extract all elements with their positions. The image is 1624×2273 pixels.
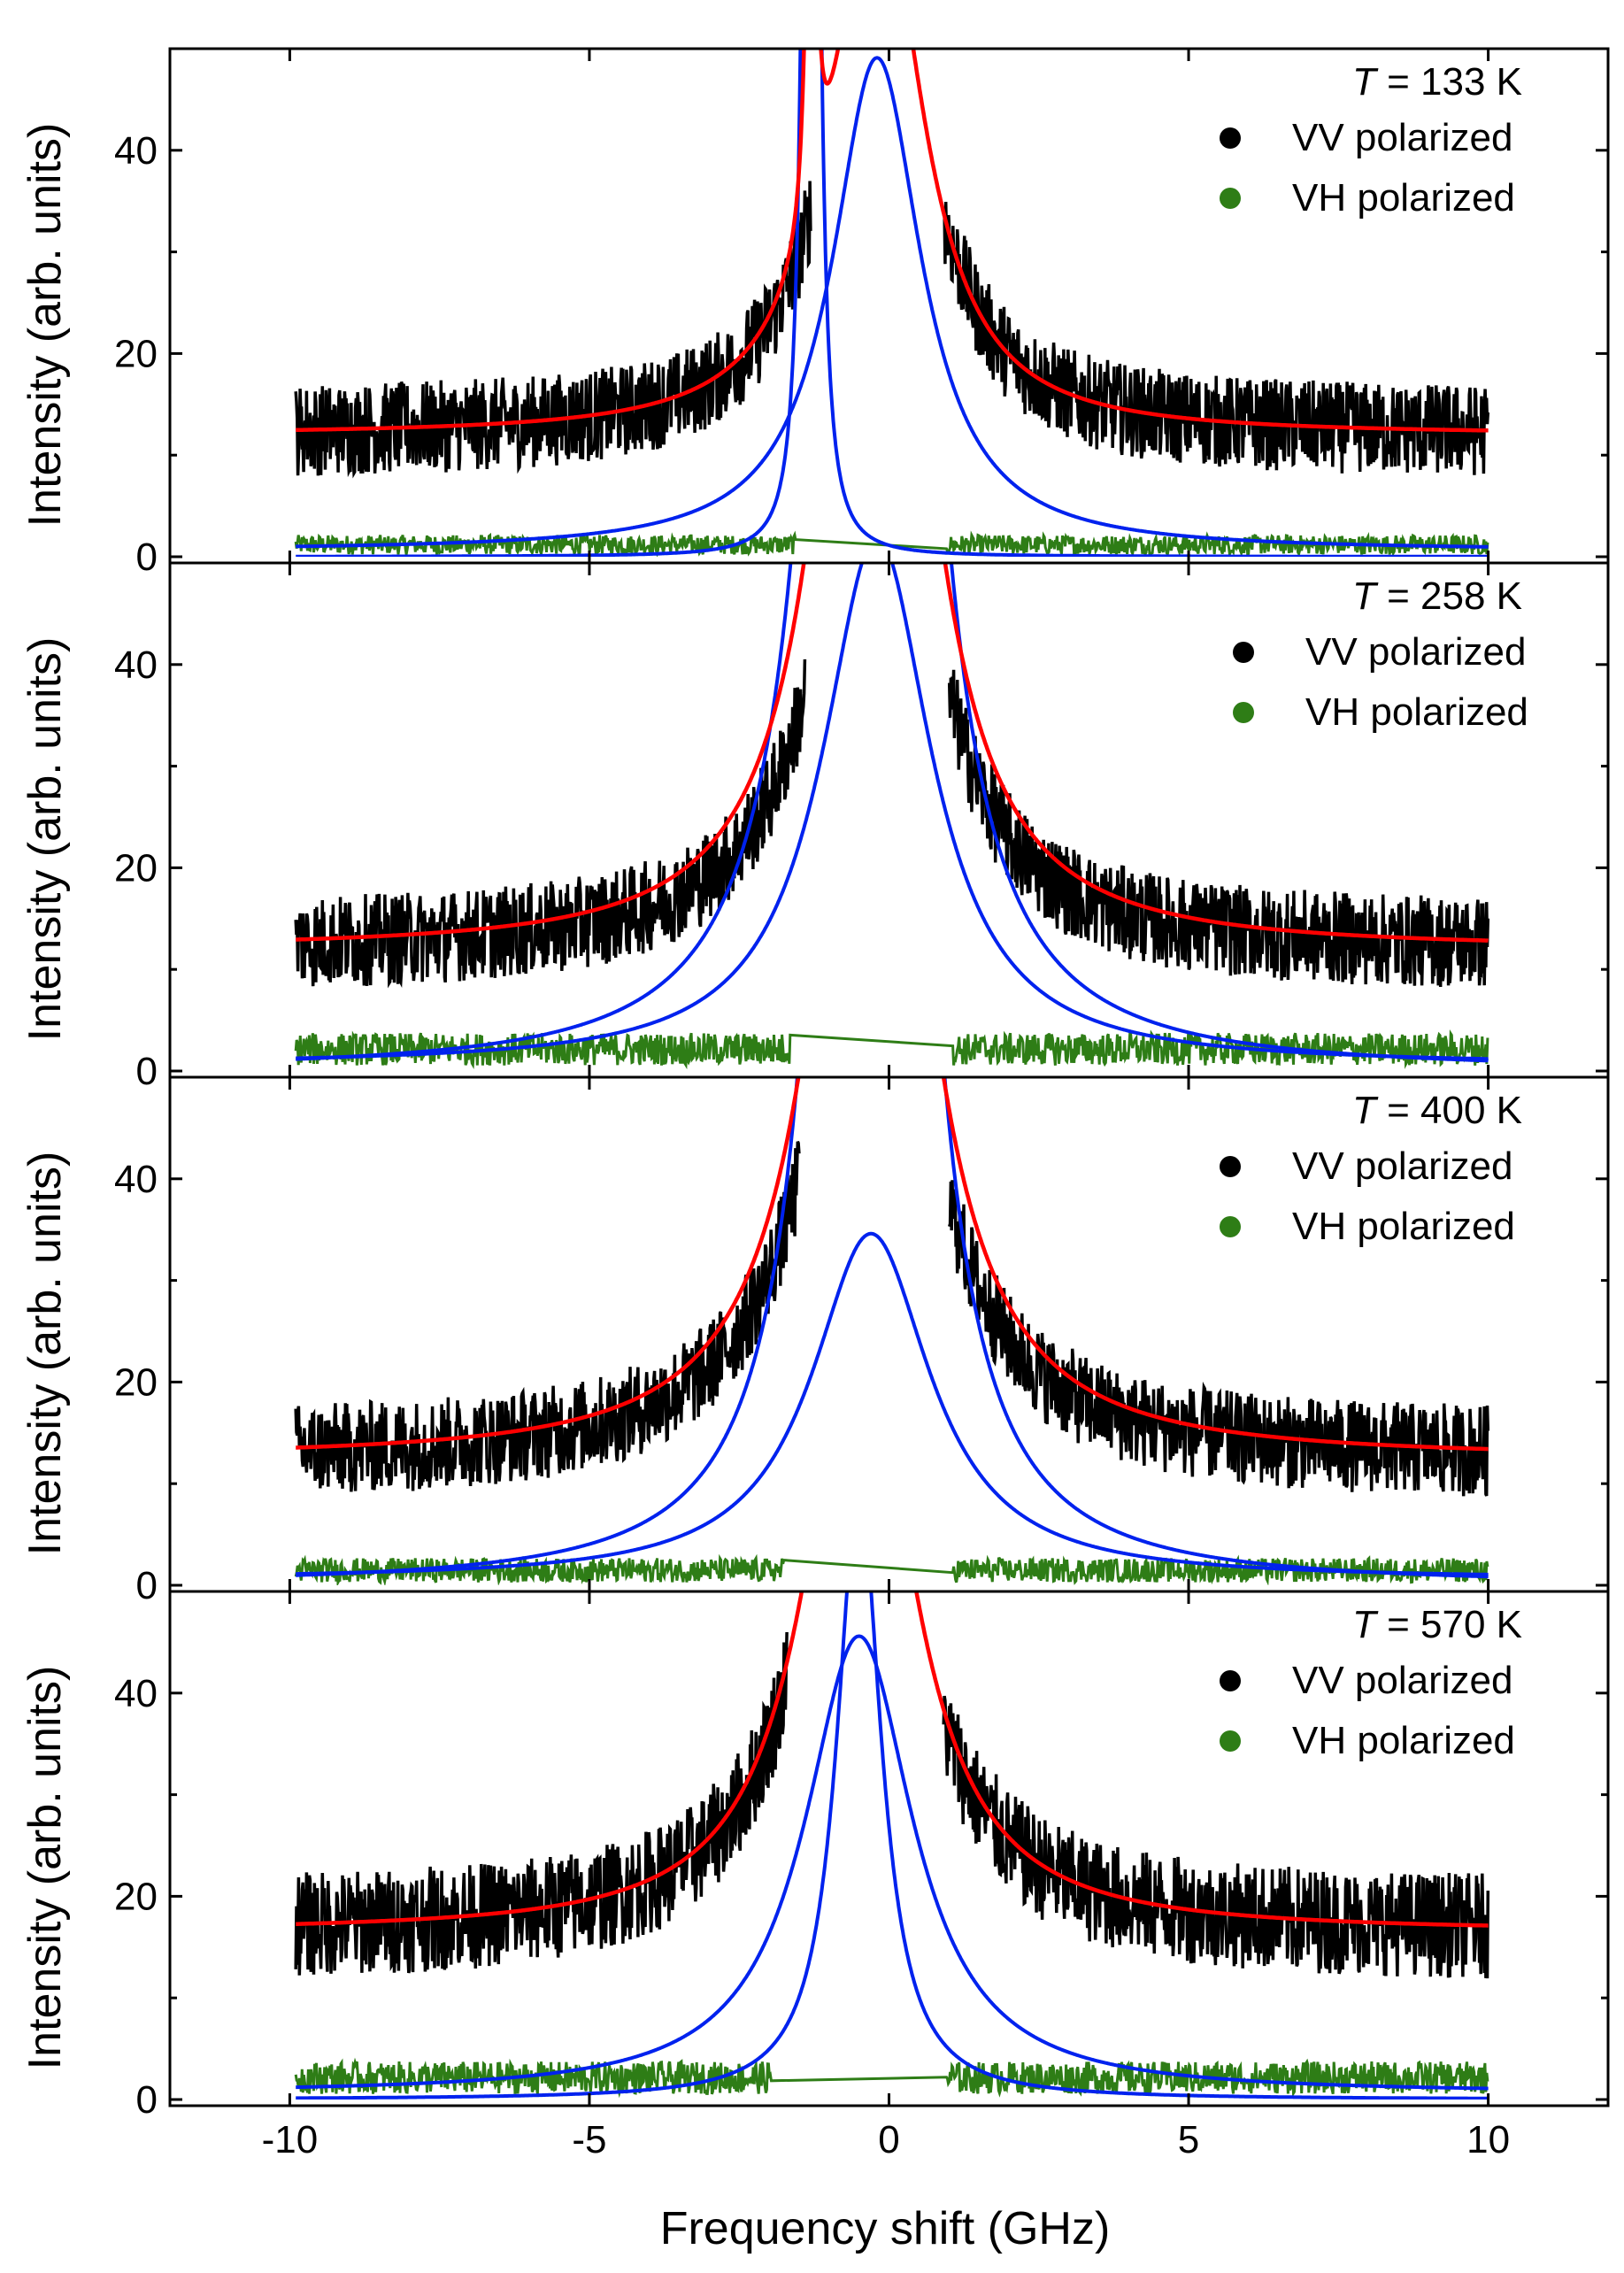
- total-fit-line: [296, 563, 1489, 943]
- vh-data-series: [294, 1029, 1489, 1070]
- component-fit-2: [296, 1591, 1489, 2100]
- component-fit-1: [296, 1231, 1489, 1576]
- legend-marker-vh: [1233, 702, 1254, 723]
- vh-data-series: [294, 1553, 1489, 1585]
- panel-4: 0 20 40 T = 570 K VV polarized VH polarized: [114, 1590, 1610, 2122]
- legend-label-vv: VV polarized: [1292, 1144, 1512, 1188]
- panel-1: 0 20 40 T = 133 K VV polarized VH polarized: [114, 47, 1610, 579]
- component-fit-1: [295, 56, 1489, 549]
- x-tick-label: -5: [572, 2118, 606, 2161]
- temperature-symbol: T: [1352, 574, 1379, 618]
- legend-label-vv: VV polarized: [1292, 1659, 1512, 1702]
- total-fit-line: [296, 1591, 1489, 1928]
- y-tick-label: 40: [114, 129, 158, 173]
- x-tick-label: 5: [1178, 2118, 1199, 2161]
- legend-label-vh: VH polarized: [1292, 176, 1515, 220]
- y-tick-label: 20: [114, 332, 158, 375]
- x-tick-labels: -10 -5 0 5 10: [262, 2118, 1510, 2161]
- vv-data-series: [294, 1141, 1490, 1497]
- legend-label-vh: VH polarized: [1305, 690, 1528, 734]
- panel-plot-area: [294, 1591, 1490, 2100]
- legend-label-vv: VV polarized: [1305, 630, 1526, 674]
- y-tick-label: 20: [114, 1875, 158, 1918]
- legend-label-vh: VH polarized: [1292, 1205, 1515, 1248]
- panels-group: 0 20 40 T = 133 K VV polarized VH polarized 0 2…: [114, 47, 1610, 2122]
- legend-marker-vh: [1220, 1216, 1241, 1237]
- vh-data-series: [294, 530, 1489, 557]
- panel-plot-area: [294, 49, 1490, 557]
- temperature-label: T = 133 K: [1352, 60, 1522, 104]
- panel-3: 0 20 40 T = 400 K VV polarized VH polarized: [114, 1075, 1610, 1607]
- temperature-value: = 400 K: [1376, 1089, 1522, 1132]
- y-tick-label: 0: [136, 1564, 158, 1607]
- temperature-value: = 570 K: [1376, 1603, 1522, 1646]
- vv-data-series: [294, 659, 1490, 989]
- x-axis-title: Frequency shift (GHz): [660, 2203, 1111, 2254]
- component-fit-1: [296, 563, 1489, 1061]
- legend-marker-vv: [1220, 1670, 1241, 1691]
- total-fit-line: [296, 49, 1489, 433]
- legend-label-vh: VH polarized: [1292, 1719, 1515, 1762]
- legend-marker-vv: [1220, 1156, 1241, 1177]
- y-axis-titles: Intensity (arb. units) Intensity (arb. un…: [19, 123, 71, 2070]
- temperature-value: = 258 K: [1376, 574, 1522, 618]
- component-fit-2: [296, 1077, 1489, 1579]
- legend-marker-vv: [1220, 127, 1241, 149]
- x-tick-label: -10: [262, 2118, 319, 2161]
- y-axis-title: Intensity (arb. units): [19, 1152, 71, 1556]
- y-tick-label: 40: [114, 643, 158, 687]
- temperature-symbol: T: [1352, 1089, 1379, 1132]
- legend-label-vv: VV polarized: [1292, 116, 1512, 159]
- y-tick-label: 0: [136, 536, 158, 579]
- temperature-symbol: T: [1352, 1603, 1379, 1646]
- x-tick-label: 10: [1466, 2118, 1510, 2161]
- temperature-label: T = 258 K: [1352, 574, 1522, 618]
- component-fit-2: [296, 49, 1489, 557]
- panel-plot-area: [294, 1077, 1490, 1585]
- y-tick-label: 20: [114, 1360, 158, 1404]
- y-axis-title: Intensity (arb. units): [19, 637, 71, 1042]
- vv-data-series: [294, 181, 1490, 479]
- y-axis-title: Intensity (arb. units): [19, 123, 71, 528]
- y-tick-label: 40: [114, 1158, 158, 1201]
- total-fit-line: [296, 1077, 1489, 1452]
- vh-data-series: [294, 2057, 1489, 2099]
- legend-marker-vh: [1220, 188, 1241, 209]
- temperature-label: T = 570 K: [1352, 1603, 1522, 1646]
- x-tick-label: 0: [878, 2118, 899, 2161]
- y-tick-label: 0: [136, 1050, 158, 1093]
- y-axis-title: Intensity (arb. units): [19, 1666, 71, 2070]
- legend-marker-vh: [1220, 1730, 1241, 1752]
- temperature-value: = 133 K: [1376, 60, 1522, 104]
- temperature-symbol: T: [1352, 60, 1379, 104]
- legend-marker-vv: [1233, 642, 1254, 663]
- temperature-label: T = 400 K: [1352, 1089, 1522, 1132]
- panel-plot-area: [294, 563, 1490, 1070]
- component-fit-1: [296, 1634, 1489, 2091]
- y-tick-label: 40: [114, 1672, 158, 1715]
- component-fit-2: [296, 563, 1489, 1063]
- y-tick-label: 0: [136, 2078, 158, 2122]
- y-tick-label: 20: [114, 846, 158, 890]
